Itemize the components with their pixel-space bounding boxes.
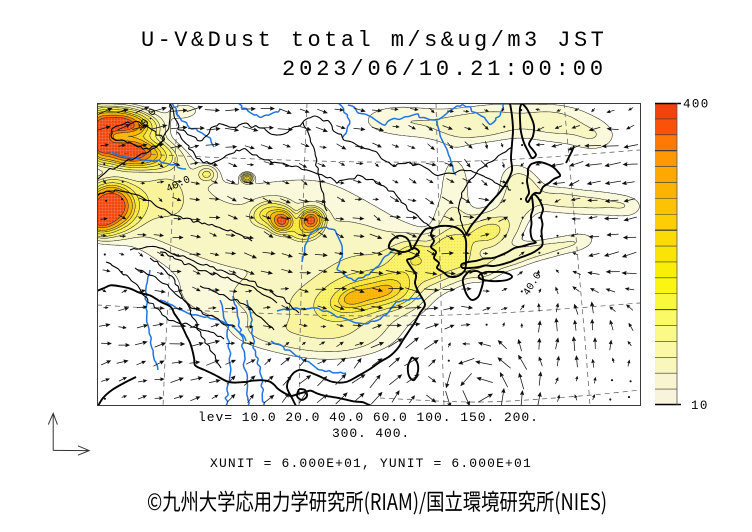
svg-text:400: 400 xyxy=(683,98,710,112)
svg-text:10: 10 xyxy=(691,399,709,413)
svg-text:XUNIT = 6.000E+01, YUNIT = 6.0: XUNIT = 6.000E+01, YUNIT = 6.000E+01 xyxy=(210,456,532,471)
svg-text:U-V&Dust total m/s&ug/m3 JST: U-V&Dust total m/s&ug/m3 JST xyxy=(141,28,607,53)
svg-text:2023/06/10.21:00:00: 2023/06/10.21:00:00 xyxy=(282,57,607,82)
svg-text:300. 400.: 300. 400. xyxy=(332,426,410,441)
svg-text:lev= 10.0 20.0 40.0 60.0 100.: lev= 10.0 20.0 40.0 60.0 100. 150. 200. xyxy=(198,410,539,425)
